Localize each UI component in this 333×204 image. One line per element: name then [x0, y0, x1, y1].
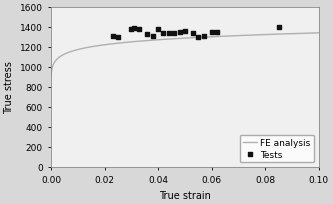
Tests [166, 32, 171, 35]
Tests [161, 32, 166, 36]
Tests [110, 35, 115, 39]
FE analysis [50, 66, 54, 69]
Tests [209, 31, 214, 35]
Tests [177, 31, 182, 34]
Line: FE analysis: FE analysis [51, 34, 319, 76]
Tests [195, 36, 201, 39]
FE analysis [131, 41, 135, 44]
Tests [201, 35, 206, 38]
Legend: FE analysis, Tests: FE analysis, Tests [240, 135, 314, 163]
Tests [145, 33, 150, 36]
FE analysis [120, 42, 124, 45]
Tests [214, 31, 220, 35]
Tests [137, 28, 142, 32]
Tests [171, 32, 177, 35]
Tests [276, 27, 281, 30]
X-axis label: True strain: True strain [159, 190, 211, 200]
FE analysis [49, 75, 53, 78]
Tests [182, 30, 187, 34]
Tests [115, 36, 121, 39]
Tests [129, 28, 134, 31]
Y-axis label: True stress: True stress [4, 61, 14, 114]
FE analysis [213, 36, 217, 39]
FE analysis [244, 35, 248, 37]
Tests [190, 32, 195, 35]
FE analysis [317, 32, 321, 35]
Tests [132, 27, 137, 31]
Tests [156, 28, 161, 31]
FE analysis [250, 35, 254, 37]
Tests [150, 35, 156, 38]
